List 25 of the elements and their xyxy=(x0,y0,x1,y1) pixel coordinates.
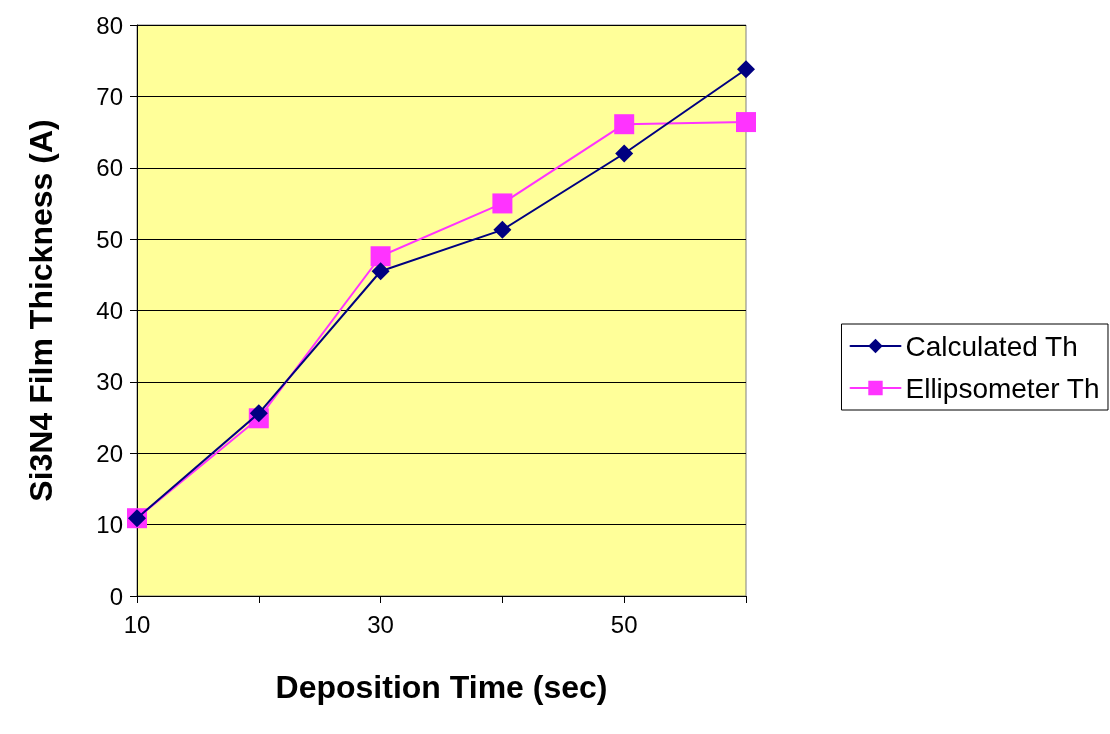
x-tick-label: 50 xyxy=(610,610,638,638)
legend-label: Ellipsometer Th xyxy=(905,372,1100,404)
y-tick-label: 10 xyxy=(96,511,123,539)
y-tick-label: 80 xyxy=(96,11,123,39)
x-tick-label: 30 xyxy=(367,610,394,638)
x-tick-label: 10 xyxy=(123,610,151,638)
point xyxy=(493,220,512,239)
point xyxy=(249,404,268,423)
y-tick-label: 20 xyxy=(96,439,123,467)
y-tick-label: 0 xyxy=(109,582,123,610)
y-tick-label: 40 xyxy=(96,297,123,324)
point xyxy=(492,193,513,214)
y-tick-label: 50 xyxy=(96,225,123,253)
y-tick-label: 70 xyxy=(96,82,123,110)
point xyxy=(615,144,634,163)
point xyxy=(370,246,391,267)
y-tick-label: 60 xyxy=(96,154,123,182)
point xyxy=(371,262,390,281)
legend-label: Calculated Th xyxy=(905,330,1078,362)
y-axis-title: Si3N4 Film Thickness (A) xyxy=(23,119,59,502)
point xyxy=(736,112,756,133)
y-tick-label: 30 xyxy=(96,368,123,396)
x-axis-title: Deposition Time (sec) xyxy=(275,669,608,705)
point xyxy=(737,60,755,79)
point xyxy=(614,114,635,135)
